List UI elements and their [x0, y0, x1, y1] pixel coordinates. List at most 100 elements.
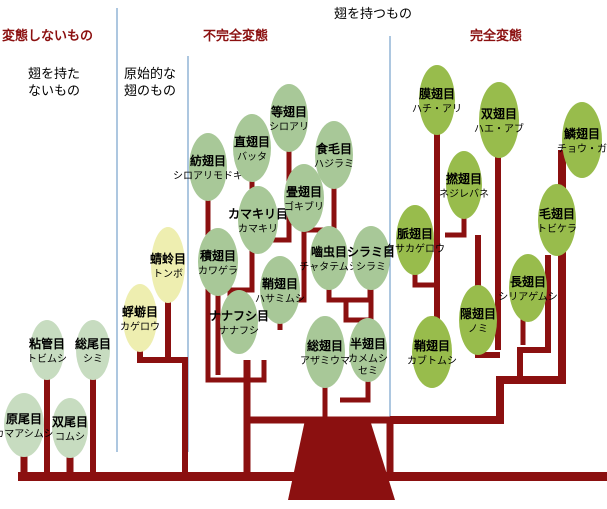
node-name-mecoptera: 長翅目 — [510, 274, 546, 289]
node-example-mantodea: カマキリ — [238, 223, 278, 235]
node-ellipse-orthoptera — [233, 114, 271, 182]
note-wingless: 翅を持た ないもの — [28, 67, 81, 99]
node-ellipse-anoplura — [310, 226, 348, 290]
node-example-orthoptera: バッタ — [237, 151, 267, 163]
node-name-thysanura: 総尾目 — [75, 336, 111, 351]
node-ellipse-dermaptera — [260, 256, 300, 324]
node-example-hymenoptera: ハチ・アリ — [412, 103, 462, 115]
node-ellipse-thysanura — [76, 320, 110, 380]
node-example-hemiptera-1: カメムシ — [348, 353, 388, 365]
node-ellipse-grylloblattodea — [189, 133, 227, 201]
node-name-anoplura: 嚙虫目 — [311, 244, 347, 259]
node-example-lepidoptera: チョウ・ガ — [557, 143, 607, 155]
node-name-phasmida: 積翅目 — [199, 248, 236, 263]
node-example-thysanura: シミ — [83, 354, 103, 365]
node-name-phasmatodea: ナナフシ目 — [209, 309, 269, 323]
node-example-hemiptera-2: セミ — [358, 365, 378, 377]
node-name-protura: 原尾目 — [6, 412, 42, 426]
node-ellipse-strepsiptera — [446, 151, 482, 219]
node-example-coleoptera: カブトムシ — [407, 354, 457, 367]
node-name-odonata: 蜻蛉目 — [150, 251, 186, 266]
node-example-siphonaptera: ノミ — [468, 324, 488, 335]
node-name-dermaptera: 鞘翅目 — [262, 276, 298, 291]
node-ellipse-odonata — [151, 227, 185, 303]
node-name-diplura: 双尾目 — [52, 415, 88, 429]
header-incomplete-metamorphosis: 不完全変態 — [203, 29, 269, 44]
node-ellipse-neuroptera — [396, 205, 434, 275]
node-ellipse-coleoptera — [412, 316, 452, 388]
node-ellipse-lepidoptera — [562, 102, 602, 178]
node-ellipse-hemiptera — [349, 318, 387, 382]
node-name-siphonaptera: 隠翅目 — [460, 306, 496, 321]
node-name-orthoptera: 直翅目 — [234, 134, 270, 149]
node-name-ephemeroptera: 蜉蝣目 — [122, 304, 158, 319]
node-ellipse-blattodea — [284, 164, 324, 232]
main-trunk — [18, 472, 607, 481]
node-example-ephemeroptera: カゲロウ — [120, 321, 160, 333]
node-ellipse-protura — [4, 393, 44, 457]
node-name-hymenoptera: 膜翅目 — [419, 86, 455, 101]
node-ellipse-mecoptera — [509, 254, 547, 322]
header-winged: 翅を持つもの — [334, 7, 413, 22]
node-example-diptera: ハエ・アブ — [474, 122, 524, 135]
note-primitive-wings: 原始的な 翅のもの — [124, 67, 177, 99]
node-ellipse-diptera — [479, 82, 519, 158]
node-ellipse-thysanoptera2 — [305, 316, 345, 388]
node-ellipse-siphonaptera — [459, 285, 497, 355]
node-example-grylloblattodea: シロアリモドキ — [173, 171, 243, 182]
node-example-neuroptera: クサカゲロウ — [385, 243, 445, 255]
node-ellipse-hymenoptera — [419, 65, 455, 135]
branch-9 — [390, 150, 566, 424]
node-ellipse-mallophaga — [315, 121, 353, 189]
node-ellipse-diplura — [52, 398, 88, 458]
branch-10 — [517, 255, 551, 380]
node-name-mantodea: カマキリ目 — [228, 207, 288, 221]
node-name-mallophaga: 食毛目 — [315, 141, 352, 156]
node-example-anoplura: チャタテムシ — [299, 261, 359, 273]
branch-24 — [343, 270, 374, 323]
node-example-odonata: トンボ — [153, 268, 183, 280]
node-example-phasmida: カワゲラ — [198, 265, 238, 277]
node-name-thysanoptera2: 総翅目 — [307, 338, 343, 353]
node-example-thysanoptera: シラミ — [356, 261, 386, 273]
node-ellipse-trichoptera — [538, 184, 576, 256]
node-example-phasmatodea: ナナフシ — [219, 325, 259, 337]
header-ametabolous: 変態しないもの — [2, 29, 94, 44]
node-ellipse-isoptera — [270, 84, 308, 152]
header-complete-metamorphosis: 完全変態 — [470, 29, 523, 44]
node-example-diplura: コムシ — [55, 431, 85, 443]
branch-5 — [137, 340, 188, 475]
node-ellipse-mantodea — [238, 186, 278, 254]
node-ellipse-phasmatodea — [220, 290, 258, 354]
node-name-coleoptera: 鞘翅目 — [414, 338, 450, 353]
node-example-dermaptera: ハサミムシ — [255, 293, 305, 305]
node-example-mecoptera: シリアゲムシ — [498, 291, 558, 303]
node-example-blattodea: ゴキブリ — [284, 200, 324, 213]
node-name-strepsiptera: 撚翅目 — [446, 171, 482, 186]
node-name-hemiptera: 半翅目 — [350, 336, 386, 351]
node-ellipse-collembola — [30, 320, 64, 380]
node-name-diptera: 双翅目 — [481, 106, 517, 121]
node-name-thysanoptera: シラミ目 — [347, 245, 395, 259]
node-ellipse-phasmida — [198, 228, 238, 296]
node-example-strepsiptera: ネジレバネ — [439, 188, 489, 200]
node-ellipse-ephemeroptera — [123, 284, 157, 352]
node-name-collembola: 粘管目 — [29, 336, 65, 351]
node-name-trichoptera: 毛翅目 — [539, 206, 575, 221]
tree-base — [288, 420, 395, 500]
node-name-lepidoptera: 鱗翅目 — [563, 126, 600, 141]
node-example-mallophaga: ハジラミ — [314, 158, 354, 170]
node-name-neuroptera: 脈翅目 — [397, 226, 433, 241]
node-ellipse-thysanoptera — [352, 226, 390, 290]
node-example-isoptera: シロアリ — [269, 122, 309, 133]
node-example-trichoptera: トビケラ — [537, 223, 577, 235]
node-example-protura: カマアシムシ — [0, 428, 54, 440]
branch-26 — [340, 375, 371, 403]
node-name-isoptera: 等翅目 — [270, 104, 307, 119]
node-example-collembola: トビムシ — [27, 353, 67, 365]
node-name-blattodea: 畳翅目 — [286, 184, 322, 199]
node-example-thysanoptera2: アザミウマ — [300, 355, 350, 367]
node-name-grylloblattodea: 紡翅目 — [190, 153, 226, 168]
